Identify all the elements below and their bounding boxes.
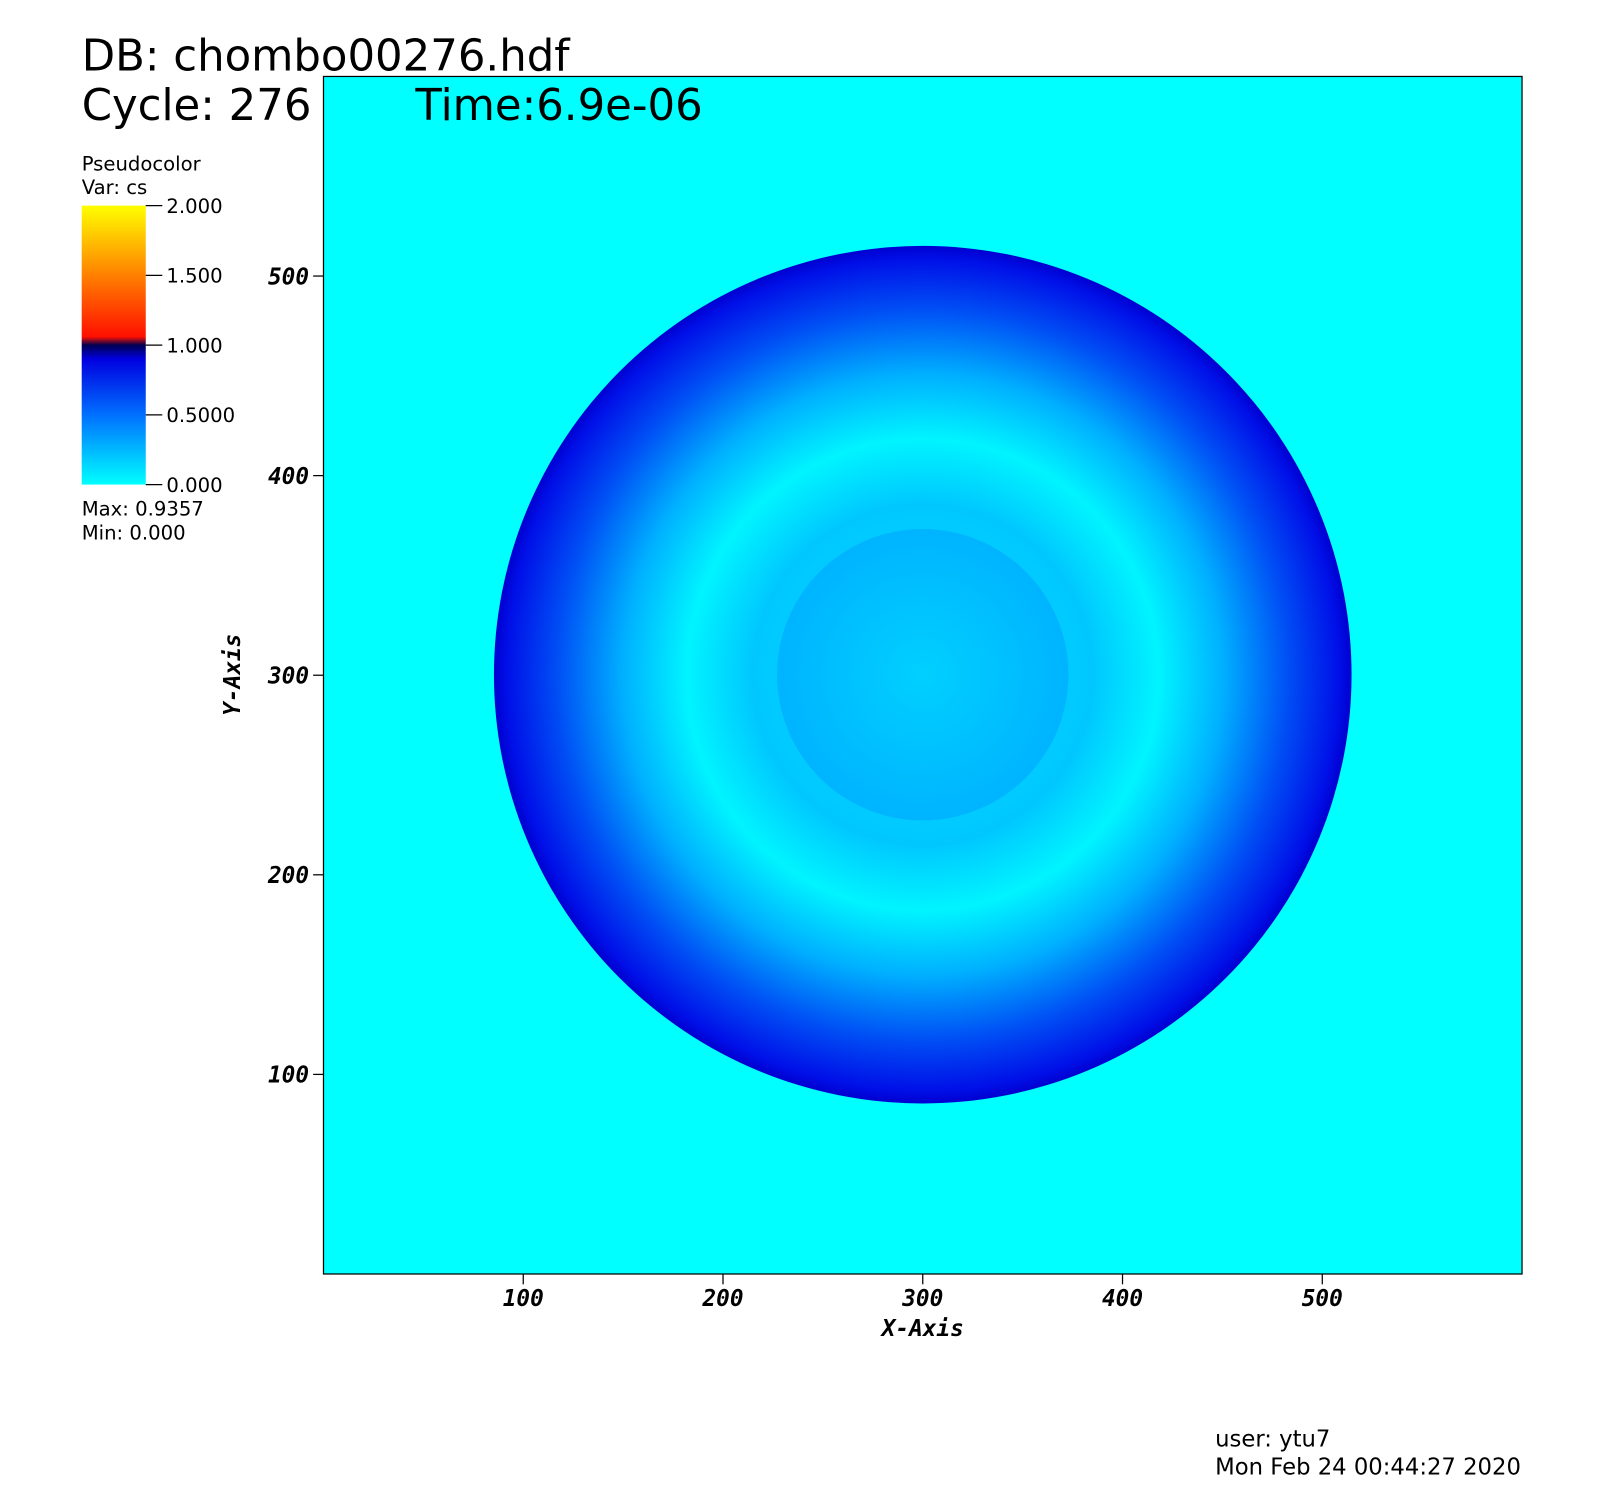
title: DB: chombo00276.hdf [82,31,572,81]
core [777,529,1069,821]
x-tick-label: 500 [1302,1286,1343,1312]
colorbar-tick-label: 1.500 [166,265,222,288]
colorbar-tick-label: 2.000 [166,195,222,218]
max-label: Max: 0.9357 [82,498,204,521]
y-tick-label: 100 [268,1063,309,1089]
colorbar-tick-label: 0.000 [166,474,222,497]
y-tick-label: 200 [267,863,309,889]
y-tick-label: 300 [267,663,309,689]
time: Time:6.9e-06 [414,81,702,131]
x-tick-label: 300 [901,1286,943,1312]
colorbar-tick-label: 0.5000 [166,404,235,427]
x-axis-label: X-Axis [880,1316,964,1342]
y-tick-label: 400 [268,464,309,490]
x-tick-label: 400 [1102,1286,1143,1312]
legend-var: Var: cs [82,176,148,199]
date: Mon Feb 24 00:44:27 2020 [1215,1454,1521,1480]
colorbar-tick-label: 1.000 [166,334,222,357]
cycle: Cycle: 276 [82,81,312,131]
legend-title: Pseudocolor [82,152,202,175]
x-tick-label: 100 [503,1286,544,1312]
y-axis-label: Y-Axis [220,634,246,716]
min-label: Min: 0.000 [82,521,186,544]
field [322,75,1523,1275]
x-tick-label: 200 [701,1286,743,1312]
colorbar [81,205,146,485]
y-tick-label: 500 [268,264,309,290]
user: user: ytu7 [1215,1427,1330,1453]
